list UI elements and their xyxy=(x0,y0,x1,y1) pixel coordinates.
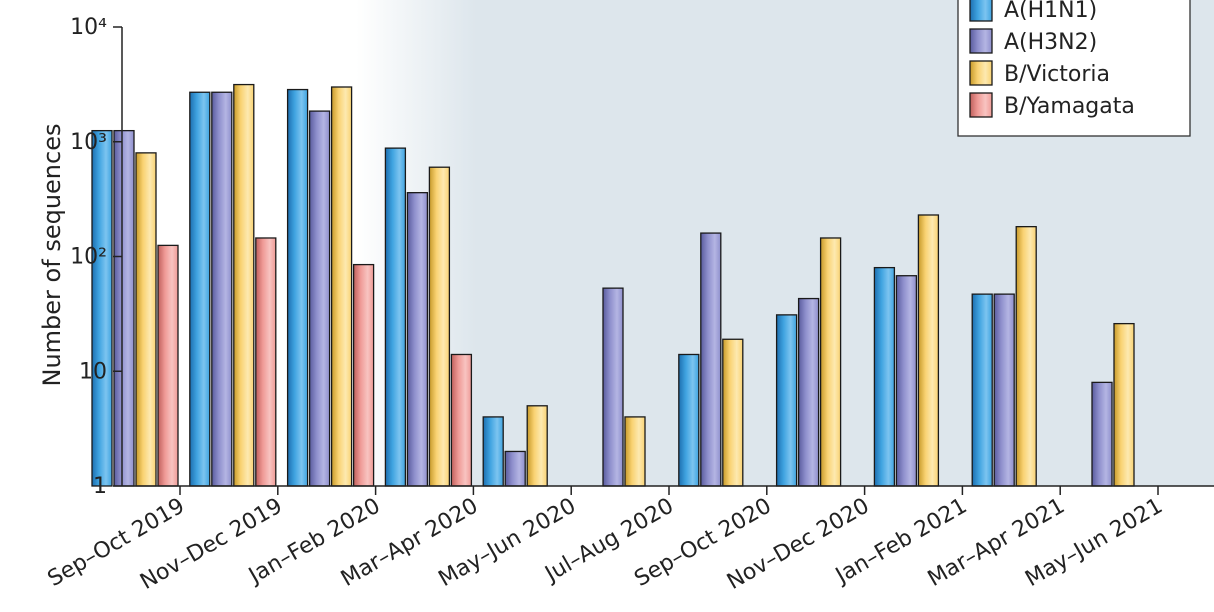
bar-b-victoria-sep-oct-2019 xyxy=(135,152,157,487)
bar-a-h1n1-mar-apr-2020 xyxy=(384,147,407,487)
legend-label-a-h1n1: A(H1N1) xyxy=(1004,0,1097,23)
bar-b-yamagata-sep-oct-2019 xyxy=(157,244,179,487)
bar-b-victoria-mar-apr-2021 xyxy=(1015,226,1037,487)
legend-label-a-h3n2: A(H3N2) xyxy=(1004,30,1097,55)
bar-a-h3n2-nov-dec-2019 xyxy=(211,91,233,487)
bar-b-yamagata-nov-dec-2019 xyxy=(255,237,277,487)
bar-a-h3n2-may-jun-2020 xyxy=(504,450,526,487)
bar-a-h1n1-nov-dec-2019 xyxy=(189,91,211,487)
bar-a-h1n1-sep-oct-2019 xyxy=(91,129,113,487)
bar-b-victoria-jul-aug-2020 xyxy=(624,416,646,487)
bar-a-h3n2-sep-oct-2020 xyxy=(700,232,722,487)
bar-a-h3n2-jan-feb-2021 xyxy=(895,275,918,487)
bar-a-h1n1-may-jun-2020 xyxy=(482,416,504,487)
legend: A(H1N1) A(H3N2) B/Victoria B/Yamagata xyxy=(957,0,1191,137)
bar-a-h1n1-jan-feb-2020 xyxy=(286,88,309,487)
bar-b-victoria-nov-dec-2020 xyxy=(819,237,842,487)
bar-b-victoria-nov-dec-2019 xyxy=(233,83,255,487)
bar-a-h3n2-jan-feb-2020 xyxy=(308,110,331,487)
bar-a-h3n2-nov-dec-2020 xyxy=(797,297,820,487)
legend-label-b-yamagata: B/Yamagata xyxy=(1004,94,1135,119)
bar-b-yamagata-mar-apr-2020 xyxy=(450,353,473,487)
legend-swatch-a-h1n1 xyxy=(969,0,993,22)
legend-swatch-b-victoria xyxy=(969,60,993,86)
bar-a-h1n1-sep-oct-2020 xyxy=(678,353,700,487)
bar-a-h3n2-mar-apr-2020 xyxy=(406,192,429,487)
y-tick-label: 1 xyxy=(93,474,107,499)
bar-b-victoria-mar-apr-2020 xyxy=(428,166,451,487)
bar-a-h3n2-sep-oct-2019 xyxy=(113,129,135,487)
bar-b-victoria-jan-feb-2020 xyxy=(330,86,353,487)
y-tick-label: 10³ xyxy=(70,130,107,155)
bar-a-h1n1-mar-apr-2021 xyxy=(971,293,993,487)
bars-group xyxy=(91,83,1135,487)
bar-a-h1n1-nov-dec-2020 xyxy=(775,314,798,487)
y-axis-label: Number of sequences xyxy=(38,124,66,387)
bar-b-victoria-may-jun-2020 xyxy=(526,405,548,487)
bar-b-victoria-may-jun-2021 xyxy=(1113,322,1135,487)
y-tick-label: 10² xyxy=(70,245,107,270)
bar-b-victoria-jan-feb-2021 xyxy=(917,214,940,487)
bar-b-victoria-sep-oct-2020 xyxy=(722,338,744,487)
y-tick-label: 10 xyxy=(79,359,107,384)
legend-label-b-victoria: B/Victoria xyxy=(1004,62,1110,87)
bar-b-yamagata-jan-feb-2020 xyxy=(352,263,375,487)
legend-box xyxy=(957,0,1191,137)
bar-a-h3n2-may-jun-2021 xyxy=(1091,381,1113,487)
legend-swatch-a-h3n2 xyxy=(969,28,993,54)
bar-a-h1n1-jan-feb-2021 xyxy=(873,266,896,487)
legend-swatch-b-yamagata xyxy=(969,92,993,118)
bar-a-h3n2-jul-aug-2020 xyxy=(602,287,624,487)
y-tick-label: 10⁴ xyxy=(70,15,107,40)
bar-a-h3n2-mar-apr-2021 xyxy=(993,293,1015,487)
